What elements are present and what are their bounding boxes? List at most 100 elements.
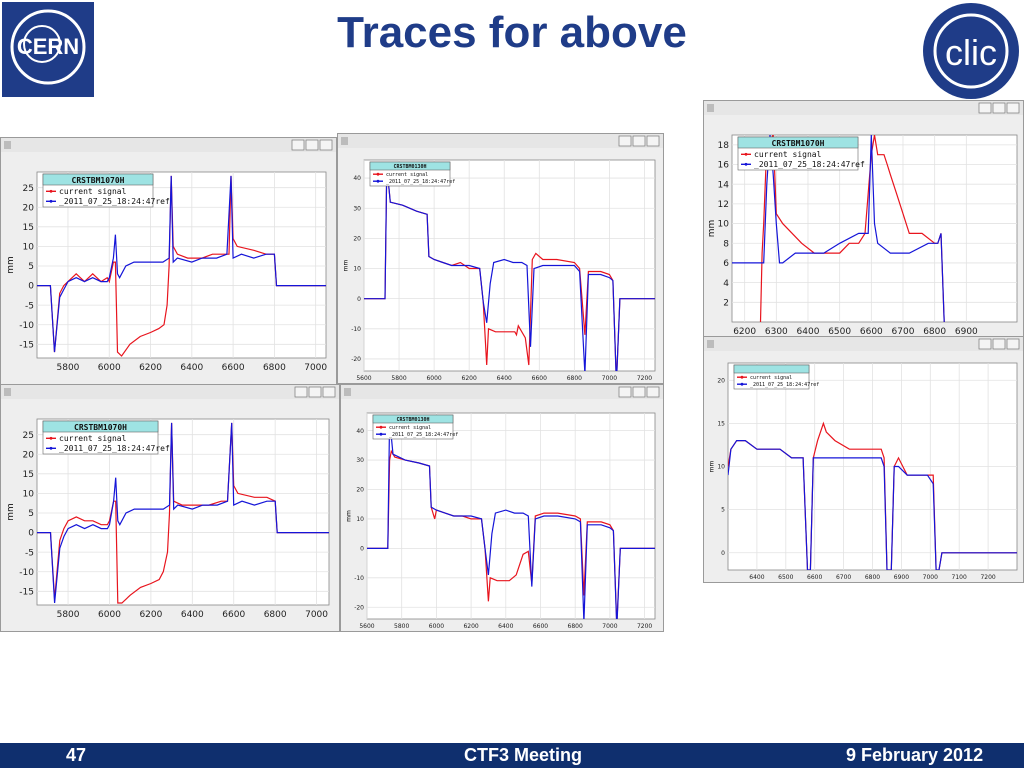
page-number: 47	[66, 745, 87, 765]
x-tick-label: 6900	[894, 574, 909, 581]
y-tick-label: -10	[351, 326, 361, 333]
plot-window-top-middle[interactable]: 5600 5800 6000 6200 6400 6600 6800 7000 7200 -20 -…	[337, 133, 664, 384]
y-tick-label: 10	[718, 220, 730, 230]
close-button[interactable]	[646, 135, 660, 147]
x-tick-label: 6600	[222, 363, 245, 373]
y-tick-label: 30	[353, 205, 361, 212]
close-button[interactable]	[646, 386, 660, 398]
maximize-button[interactable]	[308, 386, 322, 398]
y-tick-label: 20	[23, 450, 35, 460]
y-axis-label: mm	[6, 256, 16, 274]
minimize-button[interactable]	[978, 102, 992, 114]
legend-entry: current signal	[754, 150, 822, 159]
legend-marker	[740, 375, 744, 379]
window-titlebar	[704, 337, 1023, 351]
legend-marker	[49, 189, 53, 193]
y-tick-label: 10	[23, 243, 35, 253]
y-tick-label: -5	[25, 548, 34, 558]
plot-window-bottom-left[interactable]: 5800 6000 6200 6400 6600 6800 7000 -15 -10 -5 0 5 10…	[0, 384, 340, 632]
window-app-icon	[707, 340, 714, 348]
y-tick-label: -10	[354, 575, 364, 582]
maximize-button[interactable]	[632, 135, 646, 147]
x-tick-label: 7200	[980, 574, 995, 581]
meeting-date: 9 February 2012	[846, 745, 984, 765]
minimize-button[interactable]	[618, 386, 632, 398]
x-tick-label: 6400	[497, 375, 512, 382]
minimize-button[interactable]	[618, 135, 632, 147]
x-tick-label: 6200	[733, 327, 756, 336]
close-icon	[1006, 338, 1020, 350]
legend-marker	[744, 162, 748, 166]
y-tick-label: 20	[356, 487, 364, 494]
legend-entry: current signal	[59, 187, 127, 196]
minimize-icon	[291, 139, 305, 151]
y-axis-label: mm	[346, 510, 353, 522]
plot-window-top-left[interactable]: 5800 6000 6200 6400 6600 6800 7000 -15 -10 -5 0 5 10…	[0, 137, 337, 385]
chart-svg: 5800 6000 6200 6400 6600 6800 7000 -15 -10 -5 0 5 10…	[1, 138, 336, 373]
y-tick-label: 40	[353, 175, 361, 182]
legend-entry: current signal	[59, 434, 127, 443]
plot-window-bottom-middle[interactable]: 5600 5800 6000 6200 6400 6600 6800 7000 7200 -20 -…	[340, 384, 664, 632]
minimize-button[interactable]	[291, 139, 305, 151]
x-tick-label: 6400	[498, 623, 513, 630]
legend-entry: _2011_07_25_18:24:47ref	[386, 179, 455, 185]
y-tick-label: 12	[718, 200, 729, 210]
chart-svg: 5600 5800 6000 6200 6400 6600 6800 7000 7200 -20 -…	[341, 385, 663, 630]
y-tick-label: 0	[357, 296, 361, 303]
y-tick-label: -10	[19, 321, 34, 331]
maximize-icon	[632, 135, 646, 147]
legend-marker	[379, 425, 383, 429]
x-tick-label: 7200	[637, 375, 652, 382]
close-button[interactable]	[1006, 338, 1020, 350]
y-tick-label: 30	[356, 457, 364, 464]
x-tick-label: 6800	[264, 610, 287, 620]
legend-marker	[740, 382, 744, 386]
legend-header	[42, 173, 154, 186]
legend-entry: _2011_07_25_18:24:47ref	[59, 197, 170, 206]
close-button[interactable]	[322, 386, 336, 398]
y-tick-label: -15	[19, 340, 34, 350]
close-button[interactable]	[1006, 102, 1020, 114]
series-line-reference	[728, 439, 1017, 570]
minimize-icon	[618, 386, 632, 398]
maximize-button[interactable]	[305, 139, 319, 151]
legend-marker	[376, 172, 380, 176]
x-tick-label: 6800	[923, 327, 946, 336]
plot-window-top-right[interactable]: 6200 6300 6400 6500 6600 6700 6800 6900 2 4 6 8 10 12…	[703, 100, 1024, 337]
clic-logo: clic	[922, 2, 1020, 100]
legend-title: CRSTBM0130H	[393, 164, 426, 170]
legend-entry: _2011_07_25_18:24:47ref	[750, 382, 819, 388]
maximize-button[interactable]	[632, 386, 646, 398]
close-icon	[319, 139, 333, 151]
legend-marker	[49, 446, 53, 450]
series-line-reference	[732, 135, 945, 322]
chart-svg: 5600 5800 6000 6200 6400 6600 6800 7000 7200 -20 -…	[338, 134, 663, 382]
x-tick-label: 5600	[356, 375, 371, 382]
legend-header	[733, 364, 810, 374]
minimize-button[interactable]	[294, 386, 308, 398]
chart-svg: 6200 6300 6400 6500 6600 6700 6800 6900 2 4 6 8 10 12…	[704, 101, 1023, 336]
y-axis-label: mm	[6, 503, 16, 521]
x-tick-label: 6800	[568, 623, 583, 630]
y-tick-label: 10	[717, 464, 725, 471]
chart-svg: 5800 6000 6200 6400 6600 6800 7000 -15 -10 -5 0 5 10…	[1, 385, 339, 620]
plot-window-bottom-right[interactable]: 6400 6500 6600 6700 6800 6900 7000 7100 7200 0 5 10…	[703, 336, 1024, 583]
x-tick-label: 6000	[429, 623, 444, 630]
y-tick-label: 0	[28, 529, 34, 539]
legend-entry: current signal	[386, 172, 428, 178]
y-tick-label: 10	[23, 490, 35, 500]
x-tick-label: 6200	[139, 363, 162, 373]
maximize-button[interactable]	[992, 102, 1006, 114]
minimize-button[interactable]	[978, 338, 992, 350]
window-titlebar	[704, 101, 1023, 115]
y-tick-label: -20	[351, 356, 361, 363]
window-app-icon	[4, 141, 11, 149]
window-titlebar	[1, 385, 339, 399]
legend-marker	[376, 179, 380, 183]
x-tick-label: 6800	[865, 574, 880, 581]
close-button[interactable]	[319, 139, 333, 151]
y-axis-label: mm	[708, 461, 715, 473]
legend-marker	[49, 199, 53, 203]
y-axis-label: mm	[707, 220, 717, 238]
maximize-button[interactable]	[992, 338, 1006, 350]
